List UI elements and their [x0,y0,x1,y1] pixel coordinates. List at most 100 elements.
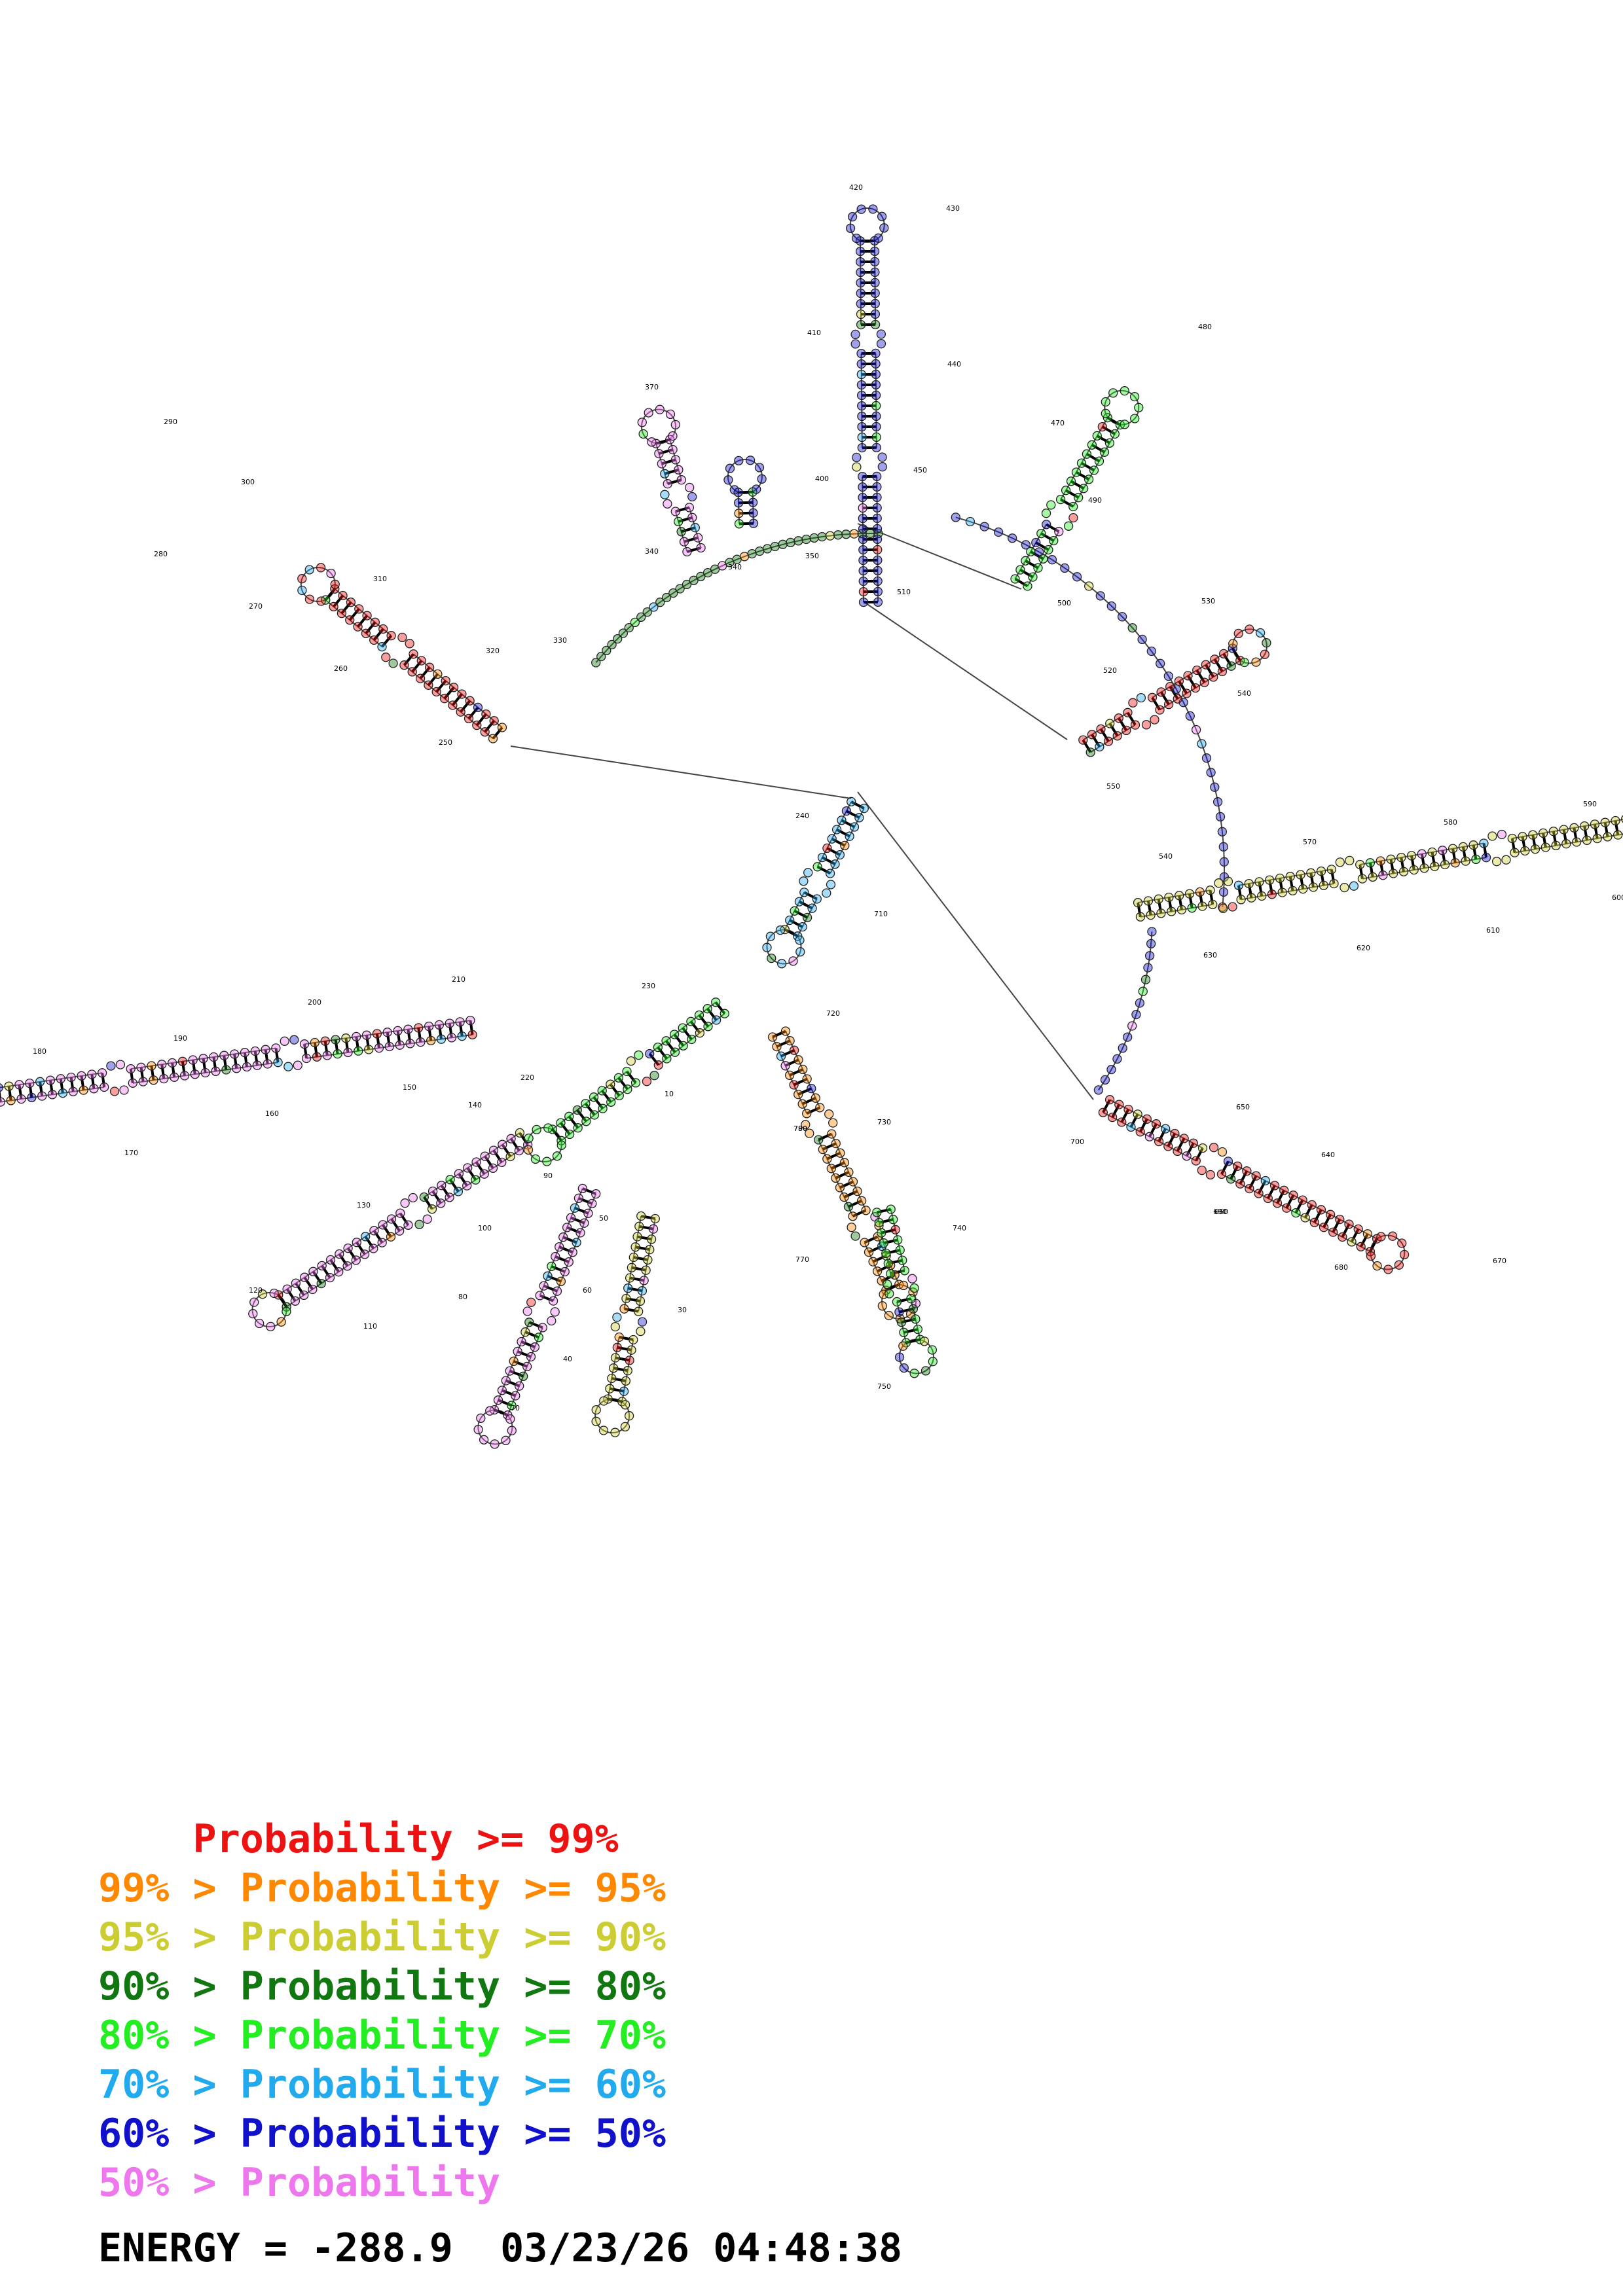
backbone-strand [1082,711,1128,741]
base-pair-bond [1400,857,1405,872]
nucleotide [1195,887,1205,897]
base-pair-bond [382,1224,392,1238]
nucleotide [1236,895,1246,905]
position-label: 10 [665,1090,674,1098]
nucleotide [1130,414,1140,423]
nucleotide [136,1062,146,1072]
nucleotide [765,931,776,941]
nucleotide [825,869,835,878]
nucleotide [1156,687,1166,697]
nucleotide [1233,628,1243,639]
base-pair-bond [698,1014,710,1028]
nucleotide [488,1163,498,1173]
nucleotide [283,1062,293,1071]
nucleotide [403,1024,413,1034]
base-pair-bond [686,547,702,553]
position-label: 430 [946,204,960,213]
nucleotide [951,512,960,522]
nucleotide [629,1252,638,1263]
nucleotide [1218,649,1229,659]
nucleotide [1185,711,1195,721]
position-label: 450 [913,466,927,475]
nucleotide [381,653,391,662]
nucleotide [1355,859,1365,870]
nucleotide [167,1058,177,1068]
nucleotide [386,1214,397,1224]
nucleotide [1197,901,1207,911]
base-pair-bond [806,1106,821,1115]
nucleotide [873,545,883,555]
nucleotide [833,530,843,540]
base-pair-bond [1101,425,1116,435]
nucleotide [877,1301,887,1311]
nucleotide [852,462,862,472]
nucleotide [1042,520,1051,529]
nucleotide [1101,397,1110,407]
base-pair-bond [1510,838,1516,853]
nucleotide [543,1271,553,1281]
base-pair-bond [881,1228,896,1234]
base-pair-bond [1368,862,1374,878]
nucleotide [1210,782,1220,792]
nucleotide [644,408,653,418]
base-pair-bond [419,666,431,679]
nucleotide [297,585,307,596]
nucleotide [188,1055,198,1065]
position-label: 700 [1070,1138,1084,1146]
base-pair-bond [467,706,479,720]
nucleotide [614,1090,624,1101]
nucleotide [856,319,866,330]
base-pair-bond [1379,861,1385,876]
base-pair-bond [789,1068,804,1077]
nucleotide [693,533,703,543]
nucleotide [1068,512,1078,523]
backbone-strand [638,1218,656,1312]
nucleotide [661,592,672,603]
base-pair-bond [576,1109,587,1122]
base-pair-bond [637,1235,652,1241]
hairpin-loop-backbone [1104,389,1140,425]
nucleotide [1205,1170,1216,1180]
base-pair-bond [458,1022,464,1037]
nucleotide [812,862,822,872]
nucleotide [424,1021,434,1031]
base-pair-bond [551,1128,563,1142]
nucleotide [1095,591,1105,601]
nucleotide [1041,509,1051,518]
nucleotide [802,1109,812,1119]
nucleotide [453,1187,464,1196]
nucleotide [850,329,860,340]
nucleotide [1298,884,1308,894]
nucleotide [610,1353,621,1363]
nucleotide [448,700,458,710]
nucleotide [1135,912,1146,922]
base-pair-bond [1209,889,1214,905]
nucleotide [273,1058,283,1067]
nucleotide [308,1284,318,1295]
base-pair-bond [18,1085,23,1100]
base-pair-bond [615,1356,630,1362]
nucleotide [711,997,721,1007]
position-label: 340 [728,563,742,571]
position-label: 160 [265,1109,279,1118]
base-pair-bond [417,1028,422,1043]
position-label: 140 [468,1101,482,1109]
nucleotide [157,1060,167,1069]
nucleotide [857,422,867,432]
nucleotide [634,1050,644,1060]
nucleotide [993,527,1004,537]
base-pair-bond [1065,489,1080,499]
nucleotide [1372,1261,1382,1271]
nucleotide [873,233,883,243]
base-pair-bond [684,536,699,543]
nucleotide [894,1307,904,1317]
backbone-strand [1512,818,1623,840]
nucleotide [577,1183,587,1194]
nucleotide [879,1238,888,1248]
nucleotide [874,1217,884,1228]
base-pair-bond [836,828,850,838]
nucleotide [1163,700,1174,709]
base-pair-bond [1035,541,1049,551]
nucleotide [635,1296,646,1306]
nucleotide [400,1198,410,1208]
